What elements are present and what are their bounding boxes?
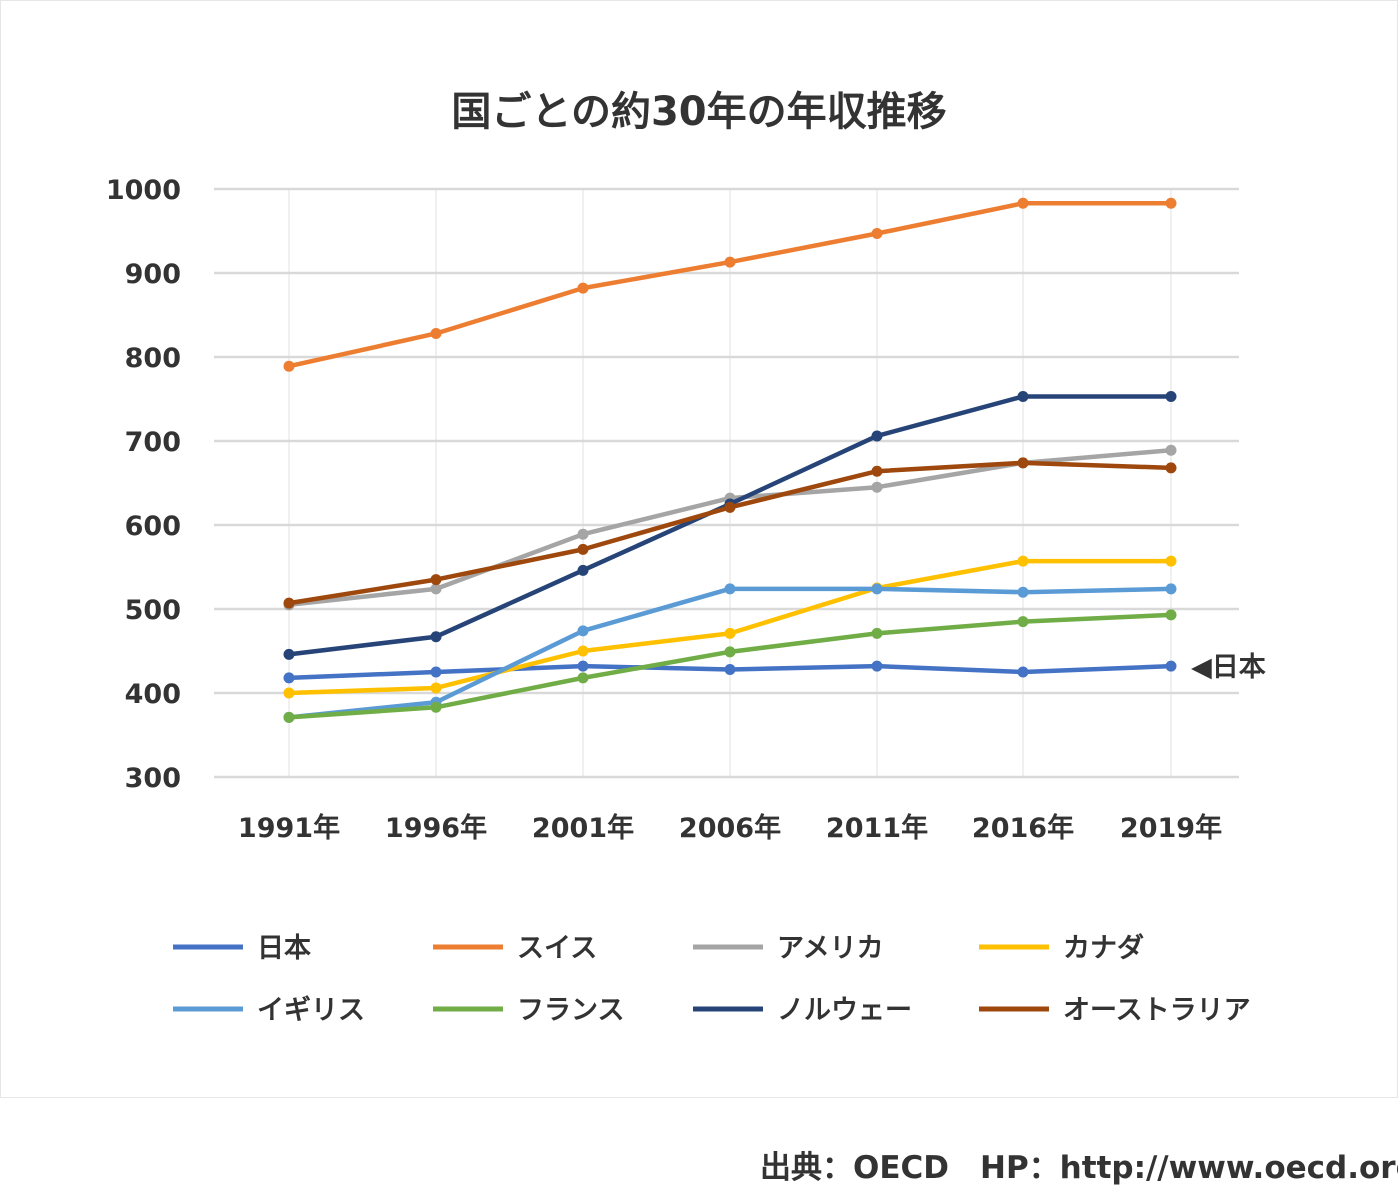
data-point — [577, 564, 589, 576]
data-point — [871, 465, 883, 477]
data-point — [871, 228, 883, 240]
x-tick-label: 2019年 — [1120, 812, 1222, 844]
source-citation: 出典：OECD HP：http://www.oecd.org — [760, 1150, 1398, 1186]
y-tick-label: 600 — [125, 511, 181, 542]
legend-label: ノルウェー — [777, 995, 912, 1026]
data-point — [430, 631, 442, 643]
legend-item: ノルウェー — [693, 995, 912, 1026]
series-1 — [283, 197, 1177, 372]
y-tick-label: 700 — [125, 427, 181, 458]
data-point — [430, 701, 442, 713]
data-point — [1017, 586, 1029, 598]
data-point — [871, 660, 883, 672]
data-point — [1165, 390, 1177, 402]
x-tick-label: 2011年 — [826, 812, 928, 844]
legend-label: 日本 — [257, 933, 311, 964]
legend-label: オーストラリア — [1063, 995, 1251, 1026]
data-point — [724, 663, 736, 675]
legend-label: カナダ — [1063, 932, 1144, 964]
data-point — [577, 660, 589, 672]
y-tick-label: 400 — [125, 679, 181, 710]
data-point — [1017, 616, 1029, 628]
x-tick-label: 1996年 — [385, 812, 487, 844]
japan-annotation: ◀日本 — [1191, 652, 1266, 683]
series-0 — [283, 660, 1177, 684]
data-point — [577, 672, 589, 684]
data-point — [577, 543, 589, 555]
series-7 — [283, 457, 1177, 609]
data-point — [1017, 457, 1029, 469]
data-point — [577, 528, 589, 540]
data-point — [430, 574, 442, 586]
y-tick-label: 300 — [125, 763, 181, 794]
data-point — [1165, 197, 1177, 209]
data-point — [1165, 444, 1177, 456]
x-tick-label: 1991年 — [238, 812, 340, 844]
legend-item: フランス — [433, 995, 624, 1026]
data-point — [724, 501, 736, 513]
data-point — [1017, 555, 1029, 567]
data-point — [724, 256, 736, 268]
data-point — [577, 645, 589, 657]
legend-item: イギリス — [173, 995, 365, 1026]
legend-label: フランス — [517, 995, 624, 1026]
legend-item: スイス — [433, 933, 597, 964]
data-point — [871, 430, 883, 442]
data-point — [1017, 666, 1029, 678]
data-point — [1165, 660, 1177, 672]
x-tick-label: 2006年 — [679, 812, 781, 844]
data-point — [871, 583, 883, 595]
legend-item: オーストラリア — [979, 995, 1251, 1026]
data-point — [1165, 583, 1177, 595]
data-point — [577, 625, 589, 637]
data-point — [283, 672, 295, 684]
data-point — [283, 597, 295, 609]
data-point — [1165, 462, 1177, 474]
data-point — [430, 583, 442, 595]
line-chart: 国ごとの約30年の年収推移 300 400 500 600 700 800 900 1000 1… — [106, 89, 1266, 1026]
x-tick-label: 2001年 — [532, 812, 634, 844]
chart-title: 国ごとの約30年の年収推移 — [451, 89, 946, 135]
data-point — [871, 627, 883, 639]
legend-item: 日本 — [173, 933, 311, 964]
data-point — [724, 646, 736, 658]
data-point — [724, 627, 736, 639]
legend-label: アメリカ — [777, 933, 884, 964]
legend-label: イギリス — [257, 995, 365, 1026]
legend-item: アメリカ — [693, 933, 884, 964]
y-tick-label: 500 — [125, 595, 181, 626]
legend-item: カナダ — [979, 932, 1144, 964]
y-tick-label: 900 — [125, 259, 181, 290]
data-point — [430, 682, 442, 694]
data-point — [283, 648, 295, 660]
chart-frame: 国ごとの約30年の年収推移 300 400 500 600 700 800 900 1000 1… — [0, 0, 1398, 1098]
data-point — [724, 583, 736, 595]
legend-label: スイス — [517, 933, 597, 964]
series-5 — [283, 609, 1177, 723]
data-point — [1165, 555, 1177, 567]
data-point — [871, 481, 883, 493]
x-tick-label: 2016年 — [972, 812, 1074, 844]
data-point — [1017, 197, 1029, 209]
data-point — [430, 666, 442, 678]
y-tick-label: 800 — [125, 343, 181, 374]
data-point — [1017, 390, 1029, 402]
data-point — [283, 360, 295, 372]
y-tick-label: 1000 — [106, 175, 181, 206]
data-point — [283, 711, 295, 723]
data-point — [577, 282, 589, 294]
data-point — [283, 687, 295, 699]
data-point — [430, 327, 442, 339]
data-point — [1165, 609, 1177, 621]
